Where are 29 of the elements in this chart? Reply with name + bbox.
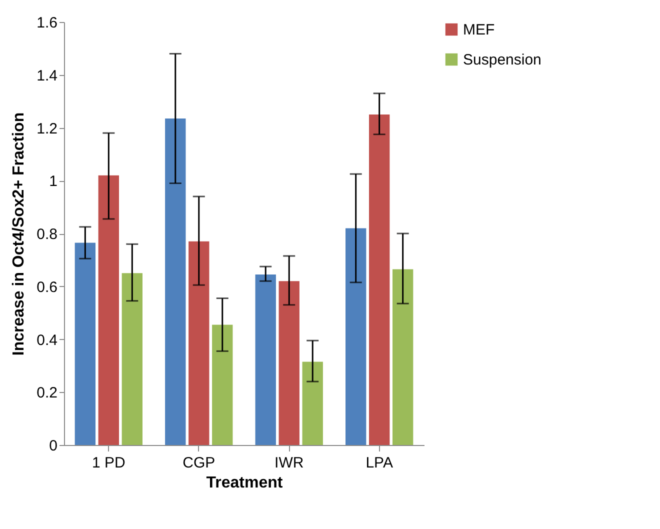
- bar: [98, 175, 119, 445]
- y-tick-label: 1: [49, 173, 58, 190]
- bar: [302, 362, 323, 445]
- y-tick-label: 0.8: [36, 226, 58, 243]
- x-tick-label: LPA: [366, 454, 393, 472]
- bar: [369, 114, 390, 445]
- bar: [392, 269, 414, 445]
- legend-label: Suspension: [463, 52, 542, 68]
- y-tick-label: 0: [49, 438, 58, 454]
- y-tick-label: 1.6: [36, 14, 58, 32]
- bar: [346, 228, 366, 445]
- x-tick-label: IWR: [274, 454, 304, 472]
- y-tick-label: 1.4: [36, 67, 58, 84]
- legend-label: MEF: [463, 22, 495, 38]
- y-tick-label: 0.2: [36, 384, 58, 402]
- bar: [188, 241, 210, 445]
- bar: [278, 281, 300, 445]
- x-axis-title: Treatment: [206, 474, 284, 492]
- bar: [165, 118, 186, 445]
- bar: [212, 324, 233, 445]
- x-tick-label: CGP: [182, 454, 216, 472]
- bar: [74, 242, 96, 445]
- x-tick-label: 1 PD: [92, 454, 126, 472]
- bar: [122, 273, 142, 445]
- y-tick-label: 0.6: [36, 278, 58, 296]
- y-tick-label: 1.2: [36, 120, 58, 138]
- y-axis-title: Increase in Oct4/Sox2+ Fraction: [10, 112, 28, 356]
- bar: [255, 274, 276, 445]
- y-tick-label: 0.4: [36, 332, 58, 349]
